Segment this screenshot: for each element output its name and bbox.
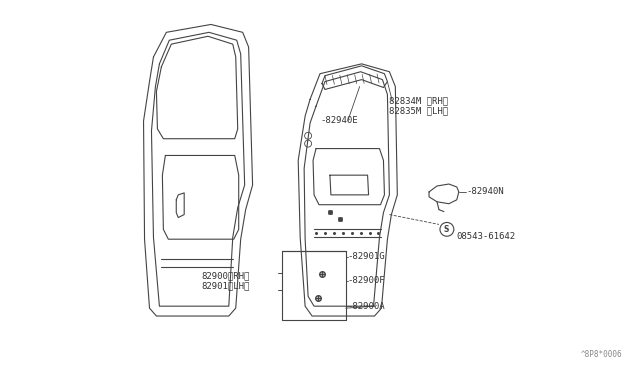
Text: ^8P8*0006: ^8P8*0006 [580,350,622,359]
Text: -82940E: -82940E [320,116,358,125]
Text: 82834M 〈RH〉
82835M 〈LH〉: 82834M 〈RH〉 82835M 〈LH〉 [389,96,449,116]
Text: -82940N: -82940N [467,187,504,196]
Text: 08543-61642: 08543-61642 [457,232,516,241]
Text: S: S [444,225,449,234]
Text: -82900A: -82900A [348,302,385,311]
Text: 82900〈RH〉
82901〈LH〉: 82900〈RH〉 82901〈LH〉 [201,271,250,290]
Text: -82901G: -82901G [348,253,385,262]
Text: -82900F: -82900F [348,276,385,285]
